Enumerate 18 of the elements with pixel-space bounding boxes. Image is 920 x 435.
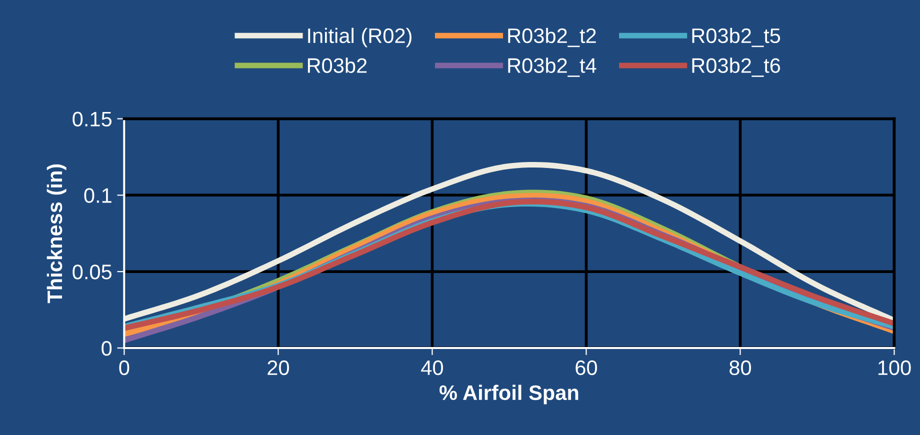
x-tick-label: 40 bbox=[421, 360, 443, 376]
legend-label: Initial (R02) bbox=[308, 28, 412, 48]
legend-label: R03b2 bbox=[308, 58, 367, 73]
y-axis-title: Thickness (in) bbox=[46, 164, 66, 304]
legend-label: R03b2_t4 bbox=[508, 58, 596, 77]
x-tick-label: 100 bbox=[878, 360, 911, 376]
x-axis-title: % Airfoil Span bbox=[440, 384, 578, 404]
legend-label: R03b2_t6 bbox=[692, 58, 780, 77]
y-tick-label: 0 bbox=[102, 341, 112, 356]
y-tick-label: 0.05 bbox=[72, 264, 112, 280]
legend-label: R03b2_t2 bbox=[508, 28, 596, 48]
x-tick-label: 80 bbox=[730, 360, 752, 376]
y-tick-label: 0.15 bbox=[72, 112, 112, 127]
x-tick-label: 20 bbox=[268, 360, 289, 376]
x-tick-label: 0 bbox=[119, 360, 130, 376]
legend-label: R03b2_t5 bbox=[692, 28, 780, 48]
x-tick-label: 60 bbox=[576, 360, 597, 376]
y-tick-label: 0.1 bbox=[84, 188, 112, 203]
